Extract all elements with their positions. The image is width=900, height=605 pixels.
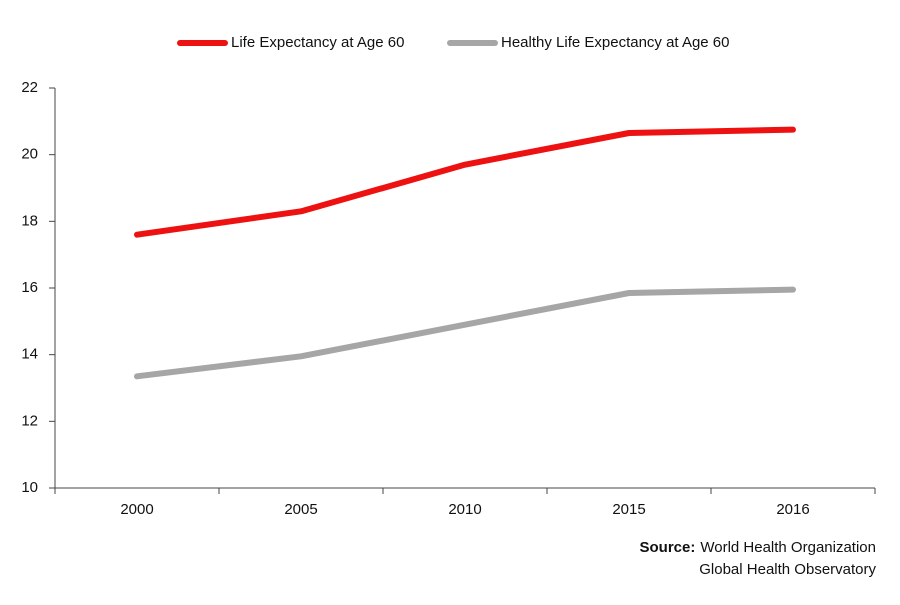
y-tick-label: 16 [21,279,38,296]
source-line: World Health Organization [700,539,876,556]
source: Source: World Health Organization [639,539,876,556]
y-tick-label: 14 [21,346,38,363]
y-tick-label: 12 [21,412,38,429]
y-tick-label: 20 [21,146,38,163]
x-tick-label: 2016 [776,501,809,518]
x-tick-label: 2015 [612,501,645,518]
y-tick-label: 22 [21,79,38,96]
source-line: Global Health Observatory [699,561,876,578]
x-tick-label: 2000 [120,501,153,518]
x-tick-label: 2010 [448,501,481,518]
legend-label: Healthy Life Expectancy at Age 60 [501,34,729,51]
x-tick-label: 2005 [284,501,317,518]
series-line [134,286,796,380]
series-line [134,126,796,238]
legend-label: Life Expectancy at Age 60 [231,34,404,51]
source-label: Source: [639,539,695,556]
y-tick-label: 18 [21,212,38,229]
y-tick-label: 10 [21,479,38,496]
